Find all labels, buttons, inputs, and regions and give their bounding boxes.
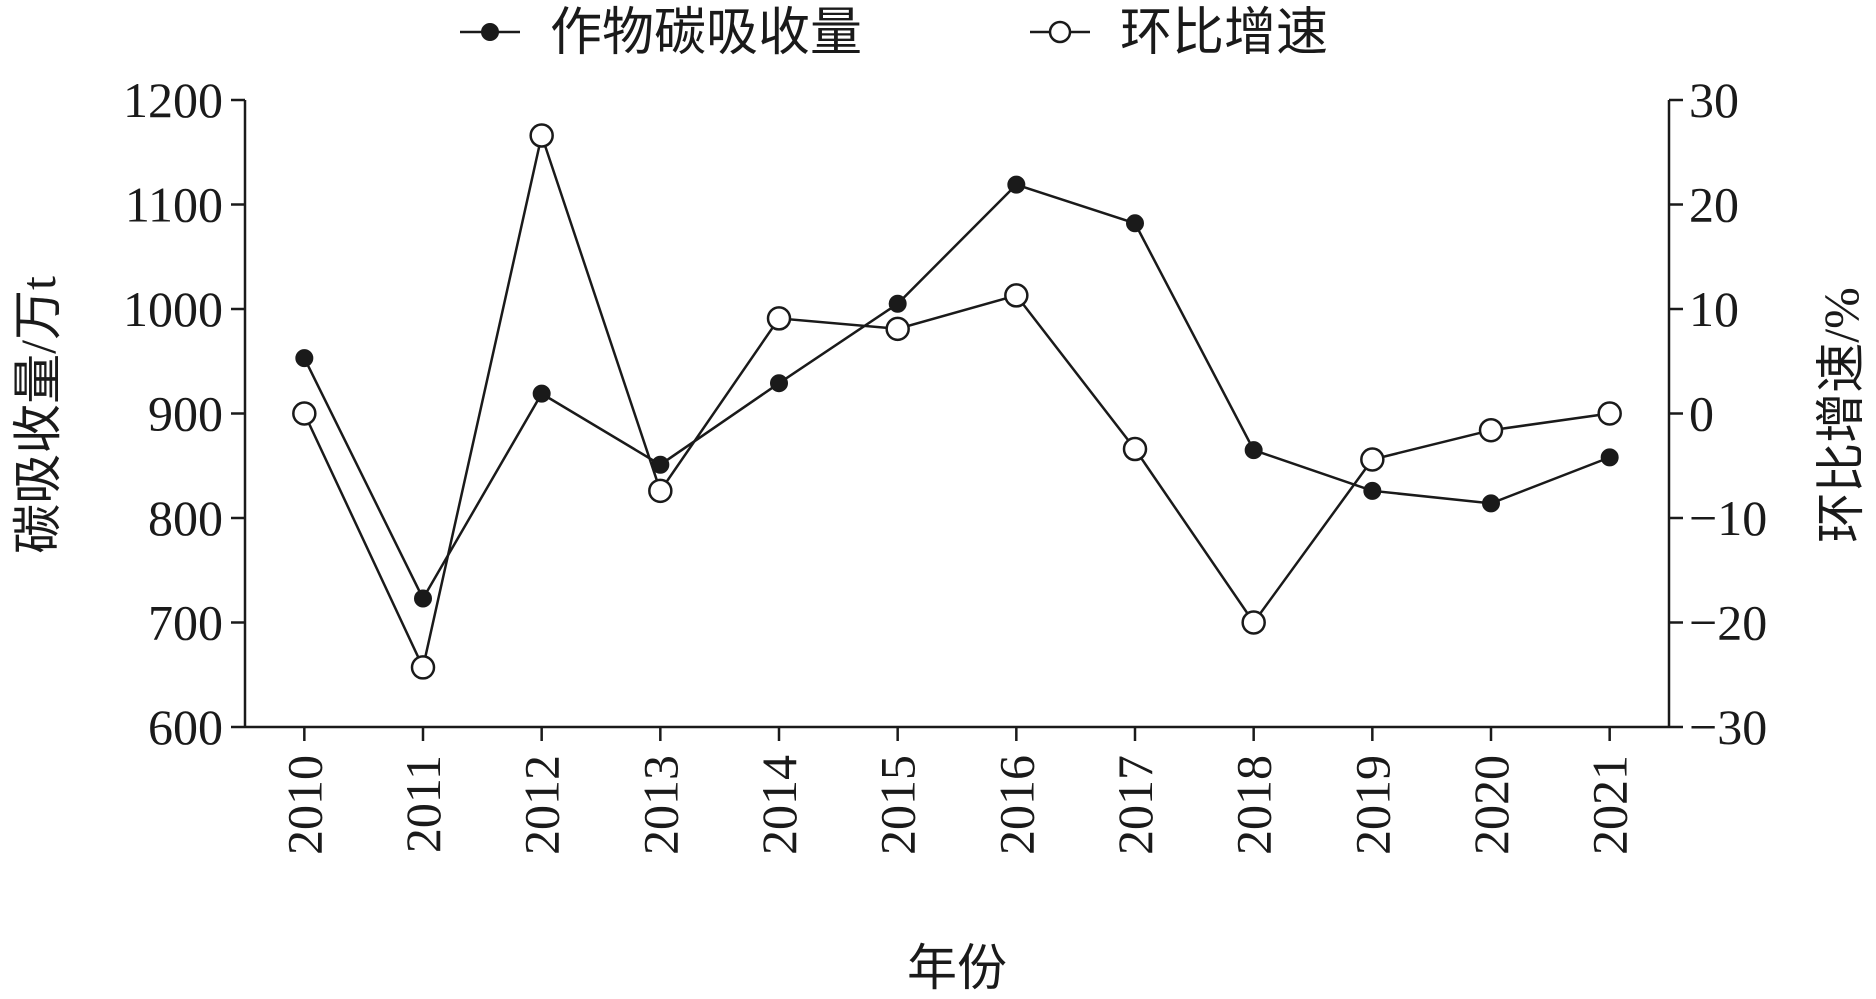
x-tick-label: 2013: [632, 755, 688, 855]
legend-label-growth: 环比增速: [1120, 5, 1328, 62]
right-y-tick-label: 10: [1689, 281, 1739, 337]
right-y-tick-label: 20: [1689, 177, 1739, 233]
left-y-tick-label: 700: [148, 595, 223, 651]
x-tick-label: 2018: [1226, 755, 1282, 855]
growth-data-point: [1360, 447, 1385, 472]
right-y-tick-label: 0: [1689, 386, 1714, 442]
growth-data-point: [1241, 610, 1266, 635]
x-ticks: 2010 2011 2012 2013 2014 2015 2016 2017 2018 2019…: [276, 727, 1638, 855]
carbon-data-point: [1482, 494, 1500, 513]
x-tick-label: 2015: [870, 755, 926, 855]
legend-label-carbon: 作物碳吸收量: [550, 5, 862, 62]
carbon-data-point: [532, 384, 551, 403]
y-axis-title-left: 碳吸收量/万t: [10, 276, 66, 554]
y-axis-title-right: 环比增速/%: [1813, 287, 1869, 543]
growth-data-point: [648, 478, 673, 504]
series-growth-rate: [292, 123, 1622, 680]
right-y-tick-label: −10: [1689, 490, 1767, 546]
carbon-data-point: [1600, 448, 1619, 467]
right-y-ticks: −30 −20 −10 0 10 20 30: [1669, 72, 1767, 755]
growth-data-point: [292, 401, 317, 426]
left-y-tick-label: 800: [148, 490, 223, 546]
growth-data-point: [766, 306, 792, 331]
x-axis-title: 年份: [907, 940, 1007, 996]
right-y-tick-label: 30: [1689, 72, 1739, 128]
growth-data-point: [1597, 401, 1622, 426]
carbon-data-point: [1363, 481, 1382, 500]
left-y-tick-label: 1000: [123, 281, 223, 337]
carbon-data-point: [414, 589, 432, 608]
carbon-data-point: [770, 374, 788, 393]
left-y-tick-label: 900: [148, 386, 223, 442]
growth-data-point: [1478, 417, 1504, 443]
growth-series-line: [303, 130, 1610, 672]
x-tick-label: 2010: [276, 755, 332, 855]
x-tick-label: 2021: [1582, 755, 1638, 855]
growth-data-point: [1004, 283, 1029, 308]
series-carbon-absorption: [295, 175, 1619, 608]
growth-data-point: [885, 316, 910, 342]
legend-marker-growth: [1048, 20, 1072, 44]
axes: [243, 100, 1671, 729]
x-tick-label: 2016: [988, 755, 1044, 855]
carbon-data-point: [1244, 441, 1263, 460]
carbon-data-point: [1007, 175, 1026, 194]
left-y-tick-label: 1100: [125, 177, 223, 233]
legend: 作物碳吸收量 环比增速: [460, 5, 1328, 62]
carbon-data-point: [888, 294, 907, 313]
x-tick-label: 2017: [1107, 755, 1163, 855]
right-y-tick-label: −30: [1689, 699, 1767, 755]
x-tick-label: 2012: [514, 755, 570, 855]
right-y-tick-label: −20: [1689, 595, 1767, 651]
legend-marker-carbon: [481, 23, 499, 41]
carbon-series-line: [303, 183, 1611, 602]
x-tick-label: 2019: [1344, 755, 1400, 855]
left-y-ticks: 600 700 800 900 1000 1100 1200: [123, 72, 245, 755]
growth-data-point: [529, 123, 554, 148]
growth-data-point: [1122, 436, 1148, 462]
carbon-data-point: [1126, 214, 1144, 233]
x-tick-label: 2020: [1463, 755, 1519, 855]
growth-data-point: [410, 655, 436, 680]
x-tick-label: 2014: [751, 755, 807, 855]
x-tick-label: 2011: [395, 755, 451, 853]
carbon-data-point: [295, 349, 314, 368]
left-y-tick-label: 1200: [123, 72, 223, 128]
left-y-tick-label: 600: [148, 699, 223, 755]
